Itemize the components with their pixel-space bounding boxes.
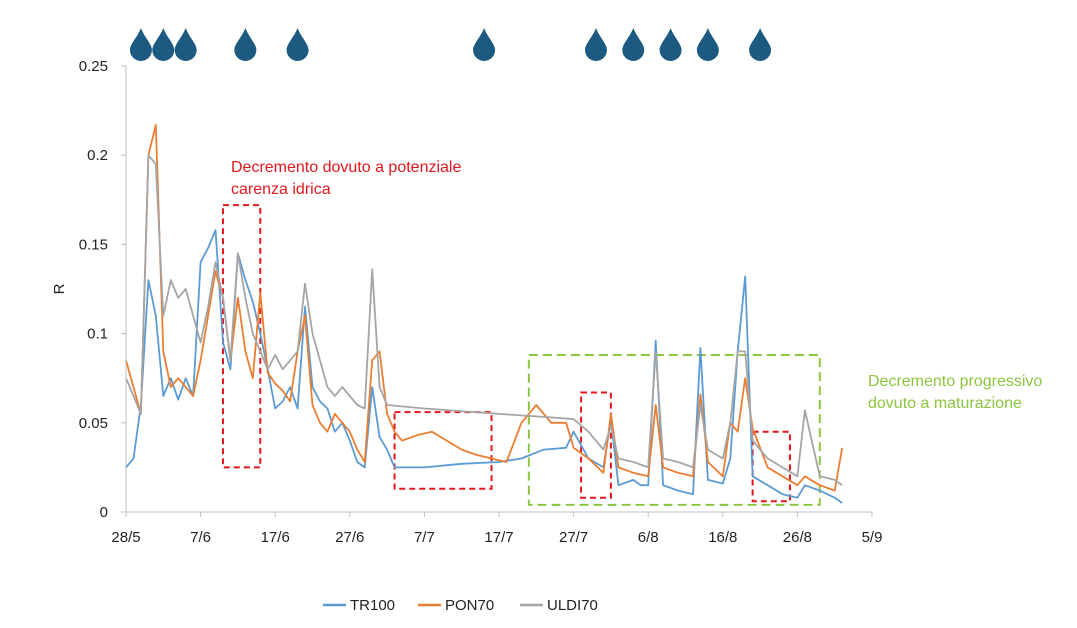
x-tick-label: 7/6 <box>190 529 211 546</box>
x-tick-label: 5/9 <box>862 529 883 546</box>
y-tick-label: 0.25 <box>79 58 108 75</box>
y-tick-label: 0.2 <box>87 147 108 164</box>
x-tick-label: 26/8 <box>783 529 812 546</box>
y-axis-label: R <box>51 283 68 294</box>
y-tick-label: 0.05 <box>79 415 108 432</box>
water-drop-icon <box>234 28 257 61</box>
legend-label-uldi70: ULDI70 <box>547 597 598 614</box>
water-drop-icon <box>584 28 607 61</box>
water-drop-icon <box>622 28 645 61</box>
series-line-pon70 <box>125 124 844 492</box>
x-tick-label: 27/7 <box>559 529 588 546</box>
x-tick-label: 7/7 <box>414 529 435 546</box>
water-drop-icon <box>473 28 496 61</box>
water-drop-icon <box>152 28 175 61</box>
red-dashed-box-4 <box>751 430 791 503</box>
water-drop-icon <box>749 28 772 61</box>
y-tick-label: 0.1 <box>87 326 108 343</box>
axes <box>125 66 872 513</box>
x-tick-label: 6/8 <box>638 529 659 546</box>
green-dashed-box <box>527 354 821 506</box>
annotation-maturation: Decremento progressivo dovuto a maturazi… <box>868 373 1047 412</box>
red-dashed-box-3 <box>580 391 612 499</box>
water-drop-icon <box>286 28 309 61</box>
series-line-uldi70 <box>125 154 843 486</box>
x-tick-label: 17/7 <box>484 529 513 546</box>
annotation-maturation-line2: dovuto a maturazione <box>868 395 1022 412</box>
legend: TR100 PON70 ULDI70 <box>323 597 598 614</box>
y-tick-label: 0 <box>100 504 108 521</box>
y-tick-label: 0.15 <box>79 236 108 253</box>
x-tick-label: 28/5 <box>111 529 140 546</box>
annotation-maturation-line1: Decremento progressivo <box>868 373 1042 390</box>
x-tick-label: 17/6 <box>261 529 290 546</box>
annotation-water-deficit: Decremento dovuto a potenziale carenza i… <box>231 159 466 198</box>
water-drop-icon <box>659 28 682 61</box>
series-lines <box>125 124 844 504</box>
red-dashed-box-2 <box>393 411 493 490</box>
legend-label-tr100: TR100 <box>350 597 395 614</box>
tick-labels: 0 0.05 0.1 0.15 0.2 0.25 28/5 7/6 17/6 27/6 7/7 17/… <box>79 58 883 546</box>
water-drop-icon <box>129 28 152 61</box>
x-tick-label: 16/8 <box>708 529 737 546</box>
water-drop-icon <box>696 28 719 61</box>
legend-label-pon70: PON70 <box>445 597 494 614</box>
rain-drops <box>129 28 772 61</box>
annotation-water-deficit-line2: carenza idrica <box>231 181 331 198</box>
water-drop-icon <box>174 28 197 61</box>
series-line-tr100 <box>125 229 843 504</box>
x-tick-label: 27/6 <box>335 529 364 546</box>
annotation-boxes <box>221 204 821 506</box>
annotation-water-deficit-line1: Decremento dovuto a potenziale <box>231 159 461 176</box>
